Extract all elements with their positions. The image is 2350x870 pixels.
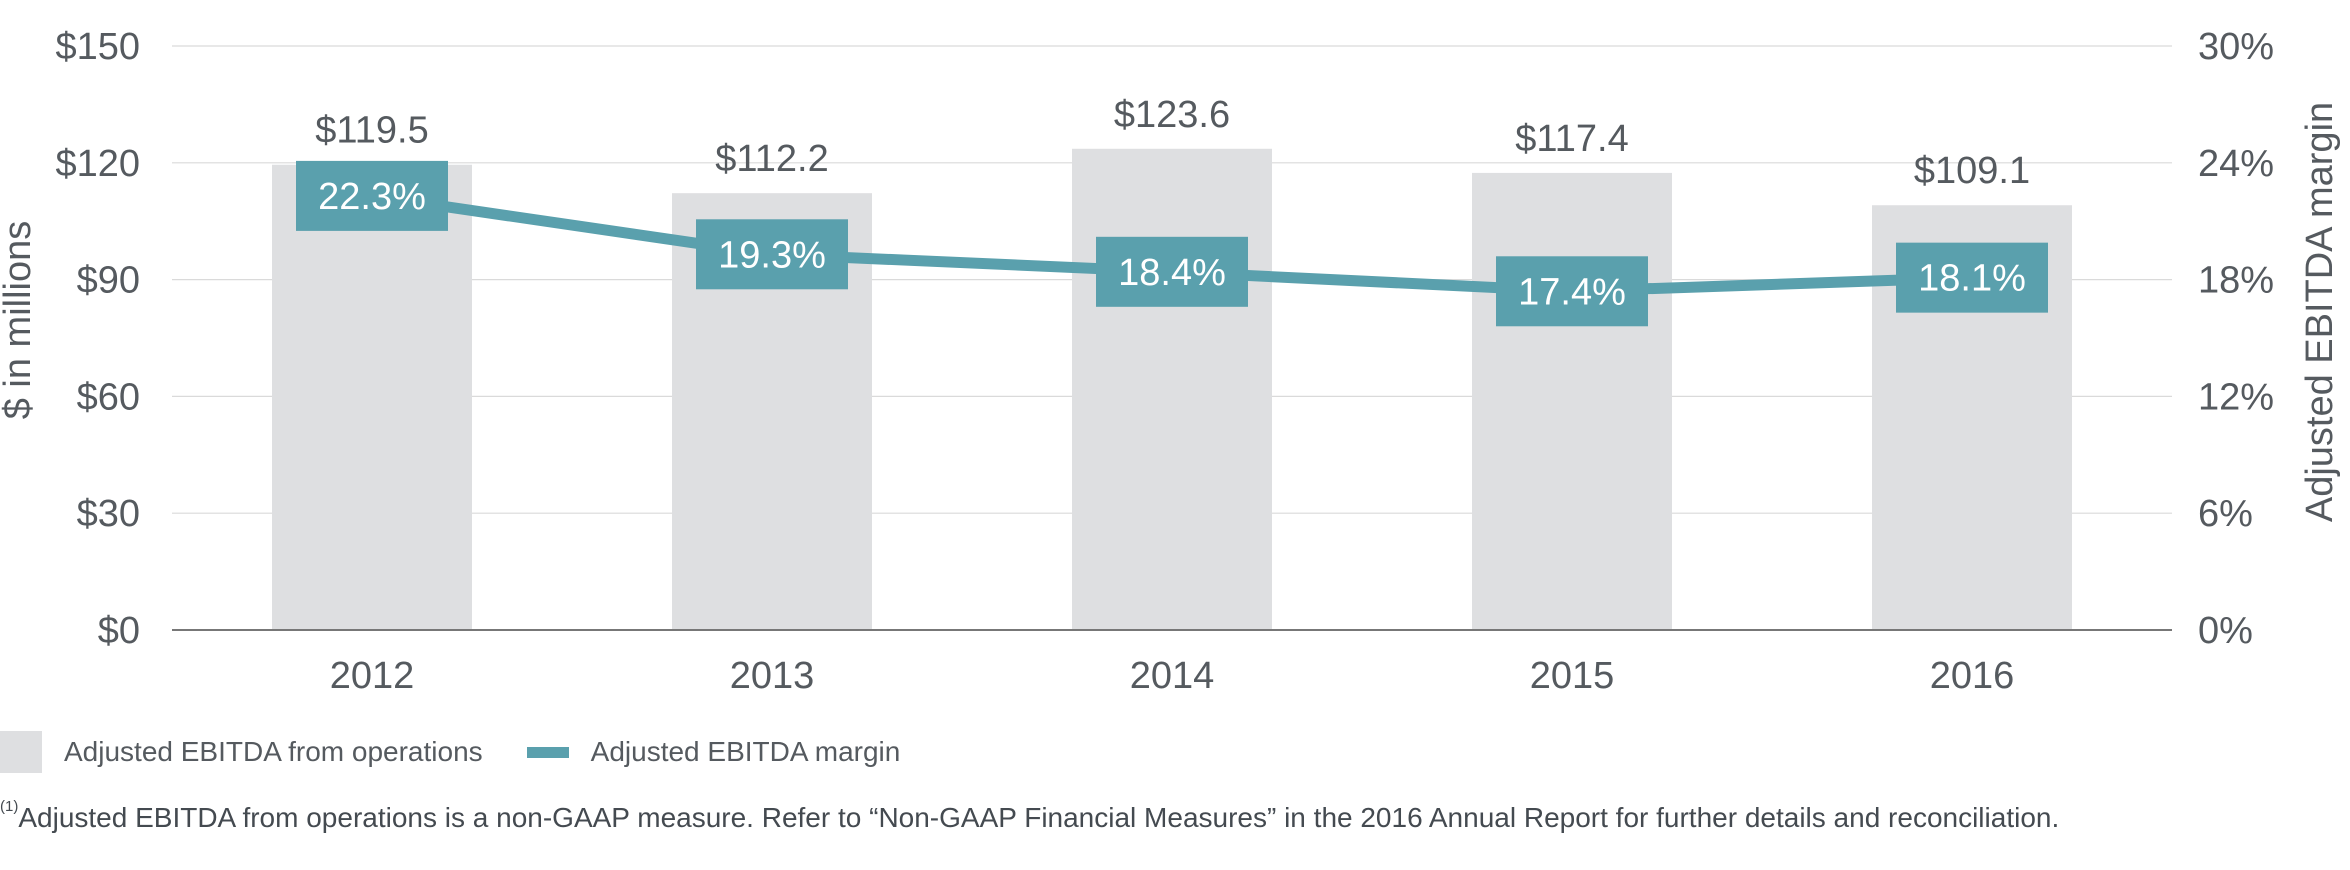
- y-tick-label: $150: [55, 26, 140, 68]
- margin-label-box: [296, 160, 448, 231]
- legend-item-line: Adjusted EBITDA margin: [526, 736, 901, 768]
- chart: $0 0% $30 6% $60 12% $90 18% $120 24% $150 30% 2012 2…: [0, 26, 2341, 697]
- x-tick-label: 2014: [1130, 655, 1215, 697]
- bar-value-label: $119.5: [315, 110, 428, 152]
- bar-value-label: $123.6: [1114, 94, 1230, 136]
- x-tick-label: 2012: [330, 655, 415, 697]
- margin-label-box: [1896, 242, 2048, 313]
- y-tick-label: $30: [77, 493, 140, 535]
- margin-value-label: 19.3%: [718, 234, 826, 276]
- bar-value-label: $109.1: [1914, 150, 2030, 192]
- y2-tick-label: 30%: [2198, 26, 2274, 68]
- bar-value-label: $117.4: [1515, 118, 1628, 160]
- bar: [272, 164, 472, 630]
- y-tick-label: $120: [55, 143, 140, 185]
- bar: [1472, 172, 1672, 630]
- data-labels: $119.5 $112.2 $123.6 $117.4 $109.1 22.3% 19.3%…: [296, 94, 2048, 327]
- y2-tick-label: 6%: [2198, 493, 2253, 535]
- y2-tick-label: 12%: [2198, 376, 2274, 418]
- x-tick-label: 2016: [1930, 655, 2015, 697]
- bar: [1072, 148, 1272, 630]
- y-axis-title: $ in millions: [0, 221, 39, 420]
- margin-label-box: [1496, 256, 1648, 327]
- margin-label-box: [696, 219, 848, 290]
- legend-item-bar: Adjusted EBITDA from operations: [0, 731, 483, 773]
- legend-label-line: Adjusted EBITDA margin: [590, 736, 901, 767]
- margin-value-label: 18.4%: [1118, 252, 1226, 294]
- bar-value-label: $112.2: [715, 138, 828, 180]
- margin-value-label: 22.3%: [318, 176, 426, 218]
- y-tick-label: $90: [77, 260, 140, 302]
- y-tick-label: $0: [98, 610, 140, 652]
- legend: Adjusted EBITDA from operations Adjusted…: [0, 725, 944, 779]
- y2-tick-label: 24%: [2198, 143, 2274, 185]
- legend-swatch-bar: [0, 731, 42, 773]
- legend-swatch-line: [526, 746, 569, 758]
- y2-tick-label: 18%: [2198, 260, 2274, 302]
- y2-axis-title: Adjusted EBITDA margin: [2299, 102, 2341, 522]
- y-tick-label: $60: [77, 376, 140, 418]
- x-tick-label: 2013: [730, 655, 815, 697]
- footnote-marker: (1): [0, 798, 19, 815]
- footnote-text: Adjusted EBITDA from operations is a non…: [18, 802, 2060, 833]
- axes: $0 0% $30 6% $60 12% $90 18% $120 24% $150 30% 2012 2…: [55, 26, 2274, 697]
- footnote: (1)Adjusted EBITDA from operations is a …: [0, 798, 2060, 834]
- margin-value-label: 17.4%: [1518, 271, 1626, 313]
- margin-value-label: 18.1%: [1918, 258, 2026, 300]
- y2-tick-label: 0%: [2198, 610, 2253, 652]
- margin-label-box: [1096, 236, 1248, 307]
- legend-label-bar: Adjusted EBITDA from operations: [64, 736, 483, 767]
- x-tick-label: 2015: [1530, 655, 1615, 697]
